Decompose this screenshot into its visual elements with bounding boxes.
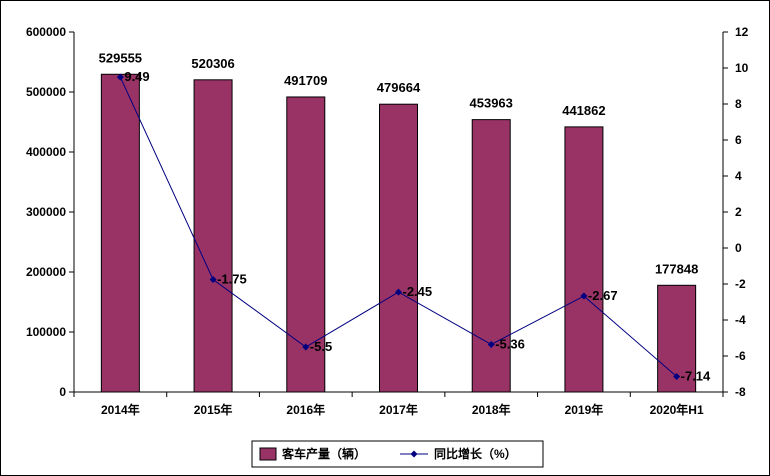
left-tick-label: 300000: [26, 205, 66, 219]
right-tick-label: -2: [735, 277, 746, 291]
x-tick-label: 2018年: [472, 402, 511, 417]
legend: 客车产量（辆） 同比增长（%）: [251, 440, 544, 468]
right-tick-label: 10: [735, 61, 749, 75]
right-tick-label: 6: [735, 133, 742, 147]
legend-line-label: 同比增长（%）: [434, 446, 517, 461]
growth-point-2020年H1: [673, 373, 681, 381]
left-tick-label: 0: [59, 385, 66, 399]
bar-value-label: 177848: [655, 261, 698, 276]
growth-value-label: -5.5: [310, 339, 332, 354]
growth-value-label: -2.67: [588, 288, 618, 303]
bar-value-label: 520306: [191, 56, 234, 71]
growth-point-2018年: [487, 340, 495, 348]
right-tick-label: 8: [735, 97, 742, 111]
axes: 0 100000 200000 300000 400000 500000 600000 -8 -…: [26, 25, 749, 417]
bar-2014年: [100, 73, 140, 393]
bar-2019年: [564, 126, 604, 393]
x-tick-label: 2019年: [565, 402, 604, 417]
x-tick-label: 2016年: [286, 402, 325, 417]
bar-value-label: 453963: [470, 96, 513, 111]
x-tick-label: 2014年: [101, 402, 140, 417]
left-tick-label: 100000: [26, 325, 66, 339]
x-tick-label: 2020年H1: [650, 402, 704, 417]
right-tick-label: -4: [735, 313, 746, 327]
bar-2016年: [286, 96, 326, 393]
bar-2017年: [379, 103, 418, 393]
legend-line-marker: [410, 450, 418, 458]
left-tick-label: 600000: [26, 25, 66, 39]
bar-value-label: 479664: [377, 80, 421, 95]
growth-value-label: -5.36: [495, 336, 525, 351]
legend-box: [251, 440, 544, 468]
bar-2020年H1: [657, 284, 697, 393]
growth-value-label: -7.14: [681, 369, 711, 384]
right-tick-label: 12: [735, 25, 749, 39]
right-tick-label: 4: [735, 169, 742, 183]
growth-point-2014年: [116, 73, 124, 81]
legend-bar-label: 客车产量（辆）: [281, 446, 366, 461]
x-tick-label: 2015年: [194, 402, 233, 417]
x-tick-label: 2017年: [379, 402, 418, 417]
right-tick-label: 0: [735, 241, 742, 255]
bar-value-label: 441862: [562, 103, 605, 118]
growth-value-label: -2.45: [403, 284, 433, 299]
growth-point-2016年: [302, 343, 310, 351]
growth-value-label: 9.49: [124, 69, 149, 84]
bar-value-label: 529555: [99, 50, 142, 65]
growth-value-label: -1.75: [217, 272, 247, 287]
right-tick-label: 2: [735, 205, 742, 219]
bar-value-label: 491709: [284, 73, 327, 88]
right-tick-label: -8: [735, 385, 746, 399]
legend-bar-swatch: [259, 447, 277, 461]
plot-area: [100, 73, 697, 393]
growth-point-2017年: [395, 288, 402, 296]
bar-2015年: [193, 79, 233, 393]
left-tick-label: 200000: [26, 265, 66, 279]
growth-point-2015年: [209, 276, 217, 283]
left-tick-label: 500000: [26, 85, 66, 99]
data-labels: 529555 520306 491709 479664 453963 441862 1778…: [99, 50, 711, 383]
left-tick-label: 400000: [26, 145, 66, 159]
right-tick-label: -6: [735, 349, 746, 363]
growth-point-2019年: [580, 292, 588, 300]
